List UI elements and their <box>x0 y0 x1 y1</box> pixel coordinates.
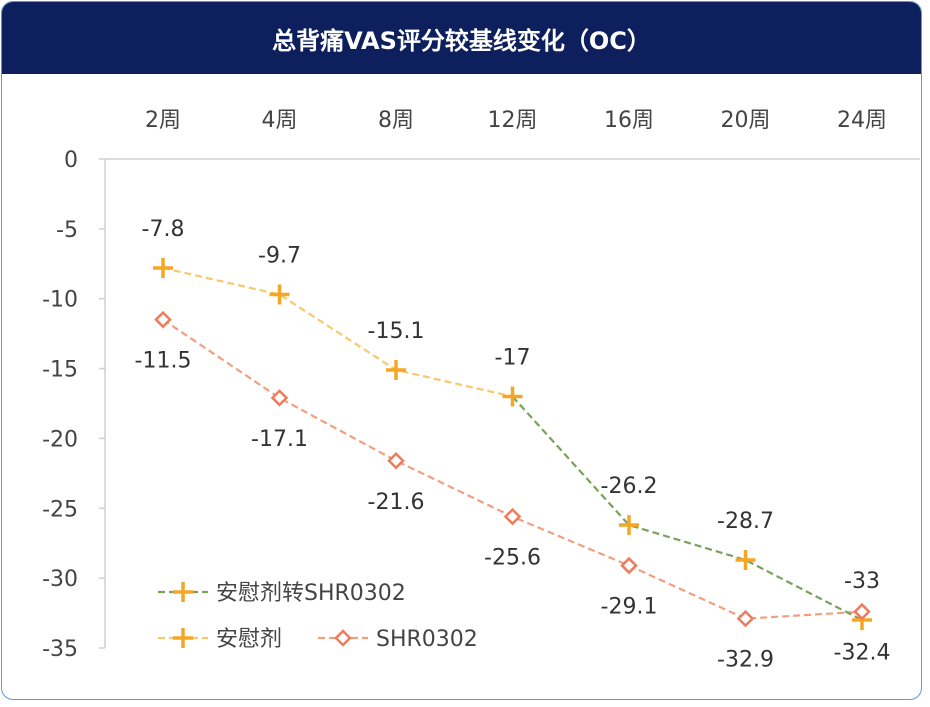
data-point-plus <box>735 549 756 570</box>
series-line-0 <box>162 266 513 398</box>
legend-marker <box>173 582 193 602</box>
data-label: -28.7 <box>717 509 774 534</box>
data-label: -11.5 <box>135 349 192 374</box>
legend-item: SHR0302 <box>318 627 478 652</box>
legend-label: SHR0302 <box>376 627 478 652</box>
data-label: -26.2 <box>601 474 658 499</box>
axes: 0 -5 -10 -15 -20 -25 -30 -35 2周 4周 8周 12周 16周 20周 24周 <box>42 108 920 662</box>
data-label: -25.6 <box>484 546 541 571</box>
data-point-diamond <box>620 556 638 575</box>
y-tick-label: -5 <box>56 218 78 243</box>
series-line-1 <box>511 395 863 622</box>
data-label: -17 <box>495 346 531 371</box>
legend-label: 安慰剂 <box>216 627 282 652</box>
data-point-diamond <box>503 507 522 526</box>
y-tick-label: 0 <box>64 148 78 173</box>
series-markers <box>153 257 872 631</box>
x-tick-label: 2周 <box>145 108 181 133</box>
data-point-plus <box>619 515 639 536</box>
y-tick-label: -35 <box>42 637 78 662</box>
data-label: -32.4 <box>834 641 891 666</box>
data-point-diamond <box>736 609 755 628</box>
x-tick-label: 4周 <box>262 108 298 133</box>
data-point-plus <box>386 359 406 380</box>
data-point-diamond <box>853 602 871 621</box>
x-tick-label: 20周 <box>721 108 771 133</box>
data-point-diamond <box>387 452 405 470</box>
data-label: -9.7 <box>258 244 301 269</box>
x-tick-label: 12周 <box>488 108 538 133</box>
data-point-plus <box>153 257 173 278</box>
y-tick-label: -25 <box>42 497 78 522</box>
data-point-plus <box>269 284 290 305</box>
data-point-plus <box>502 386 523 407</box>
y-tick-label: -15 <box>42 358 78 383</box>
x-tick-label: 24周 <box>837 108 887 133</box>
data-label: -15.1 <box>368 319 425 344</box>
data-label: -17.1 <box>251 427 308 452</box>
chart-card: 总背痛VAS评分较基线变化（OC） <box>1 1 922 700</box>
chart-title: 总背痛VAS评分较基线变化（OC） <box>2 2 921 74</box>
x-tick-label: 8周 <box>378 108 414 133</box>
y-tick-label: -10 <box>42 288 78 313</box>
legend-item: 安慰剂 <box>158 627 282 652</box>
y-tick-label: -20 <box>42 427 78 452</box>
data-label: -21.6 <box>368 490 425 515</box>
data-label: -32.9 <box>717 648 774 673</box>
legend-label: 安慰剂转SHR0302 <box>216 581 406 606</box>
legend-item: 安慰剂转SHR0302 <box>158 581 406 606</box>
x-tick-label: 16周 <box>604 108 654 133</box>
data-point-diamond <box>154 310 172 329</box>
legend-marker <box>173 628 193 648</box>
data-label: -33 <box>844 569 880 594</box>
data-label: -29.1 <box>601 595 658 620</box>
data-label: -7.8 <box>142 217 185 242</box>
data-point-diamond <box>270 389 289 407</box>
y-tick-label: -30 <box>42 567 78 592</box>
data-labels: -7.8 -9.7 -15.1 -17 -26.2 -28.7 -33 -11.5 -17.1 -… <box>135 217 891 673</box>
legend-marker <box>334 629 352 647</box>
legend: 安慰剂转SHR0302 安慰剂 SHR0302 <box>158 581 478 652</box>
